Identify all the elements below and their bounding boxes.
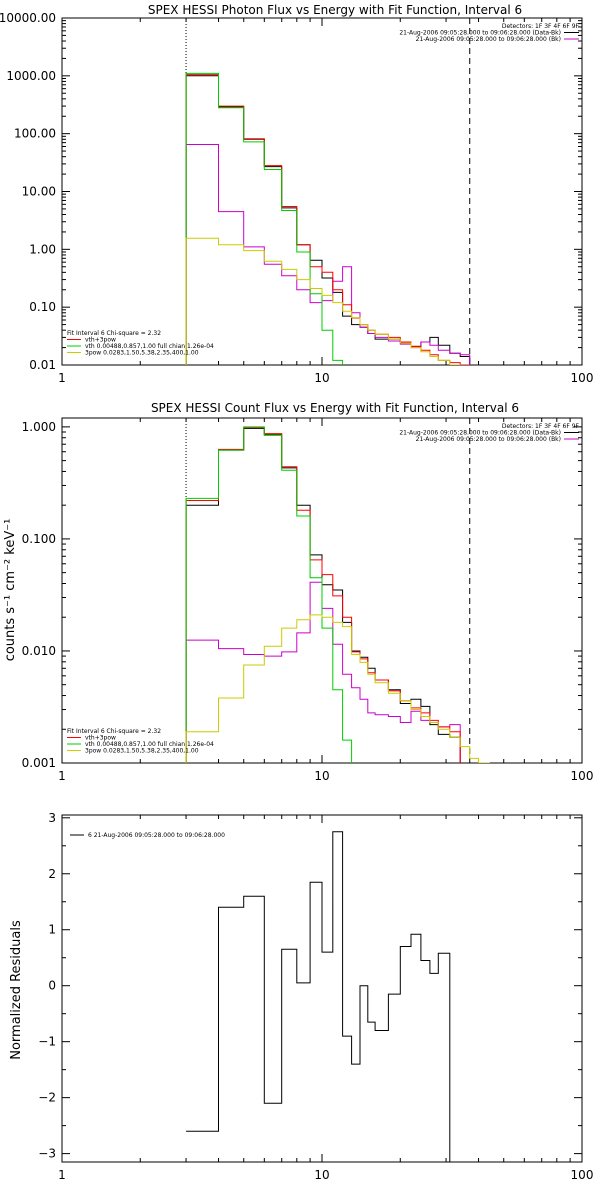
legend-top-right-label: Detectors: 1F 3F 4F 6F 9F <box>502 423 580 430</box>
x-tick-label: 1 <box>58 769 66 783</box>
series-line-3 <box>185 72 344 365</box>
y-tick-label: 2 <box>48 867 56 881</box>
y-tick-label: 1.000 <box>22 420 56 434</box>
legend-bottom-left-label: 3pow 0.0283,1.50,5.38,2.35,400,1.00 <box>85 350 199 357</box>
x-tick-label: 100 <box>571 371 594 385</box>
y-tick-label: −3 <box>38 1147 56 1161</box>
y-tick-label: 1000.00 <box>6 69 56 83</box>
legend-bottom-left-label: Fit Interval 6 Chi-square = 2.32 <box>67 330 161 337</box>
y-tick-label: −1 <box>38 1035 56 1049</box>
y-tick-label: 0.01 <box>29 358 56 372</box>
y-tick-label: 3 <box>48 811 56 825</box>
x-tick-label: 10 <box>314 1168 329 1182</box>
x-tick-label: 1 <box>58 371 66 385</box>
legend-bottom-left-label: 3pow 0.0283,1.50,5.38,2.35,400,1.00 <box>85 748 199 755</box>
y-tick-label: 0.001 <box>22 756 56 770</box>
y-tick-label: 0.10 <box>29 300 56 314</box>
y-tick-label: 10.00 <box>22 185 56 199</box>
legend-top-left-label: 6 21-Aug-2006 09:05:28.000 to 09:06:28.0… <box>88 832 225 839</box>
series-line-0 <box>186 831 451 1162</box>
series-line-4 <box>185 614 490 763</box>
series-group <box>186 831 451 1162</box>
series-line-3 <box>185 426 353 763</box>
x-tick-label: 100 <box>571 769 594 783</box>
y-tick-label: 1.00 <box>29 242 56 256</box>
legend-top-right-label: 21-Aug-2006 09:05:28.000 to 09:06:28.000… <box>416 436 561 443</box>
series-line-4 <box>185 237 461 365</box>
count-flux-title: SPEX HESSI Count Flux vs Energy with Fit… <box>151 401 519 415</box>
legend-top-right-label: 21-Aug-2006 09:05:28.000 to 09:06:28.000… <box>399 430 561 437</box>
plot-frame <box>61 814 583 1163</box>
legend-bottom-left-label: vth 0.00488,0.857,1.00 full chian 1.26e-… <box>85 343 214 350</box>
y-tick-label: 1 <box>48 923 56 937</box>
y-tick-label: 0 <box>48 979 56 993</box>
x-tick-label: 1 <box>58 1168 66 1182</box>
photon-flux-panel: SPEX HESSI Photon Flux vs Energy with Fi… <box>0 3 594 385</box>
y-tick-label: −2 <box>38 1091 56 1105</box>
legend-bottom-left-label: vth+3pow <box>85 735 116 742</box>
photon-flux-title: SPEX HESSI Photon Flux vs Energy with Fi… <box>148 3 522 17</box>
legend-bottom-left-label: vth+3pow <box>85 337 116 344</box>
count-flux-y-axis-label: counts s⁻¹ cm⁻² keV⁻¹ <box>3 519 18 662</box>
x-tick-label: 100 <box>571 1168 594 1182</box>
series-line-1 <box>185 144 471 365</box>
series-group <box>185 426 490 763</box>
series-line-0 <box>185 75 471 365</box>
legend-top-right-label: Detectors: 1F 3F 4F 6F 9F <box>502 23 580 30</box>
y-tick-label: 100.00 <box>14 127 56 141</box>
series-line-0 <box>185 427 461 763</box>
legend-bottom-left-label: Fit Interval 6 Chi-square = 2.32 <box>67 728 161 735</box>
y-tick-label: 0.100 <box>22 532 56 546</box>
residuals-panel: Normalized Residuals 1 10 100 −3 −2 −1 0 1 2 3 6 2… <box>9 811 593 1182</box>
legend-top-right-label: 21-Aug-2006 09:05:28.000 to 09:06:28.000… <box>416 36 561 43</box>
x-tick-label: 10 <box>314 769 329 783</box>
count-flux-panel: SPEX HESSI Count Flux vs Energy with Fit… <box>3 401 593 783</box>
series-line-2 <box>185 426 461 763</box>
series-group <box>185 72 471 365</box>
residuals-y-axis-label: Normalized Residuals <box>9 920 24 1060</box>
legend-top-right-label: 21-Aug-2006 09:05:28.000 to 09:06:28.000… <box>399 30 561 37</box>
legend-bottom-left-label: vth 0.00488,0.857,1.00 full chian 1.26e-… <box>85 741 214 748</box>
x-tick-label: 10 <box>314 371 329 385</box>
series-line-1 <box>185 581 461 763</box>
series-line-2 <box>185 74 471 365</box>
y-tick-label: 10000.00 <box>0 11 56 25</box>
y-tick-label: 0.010 <box>22 644 56 658</box>
